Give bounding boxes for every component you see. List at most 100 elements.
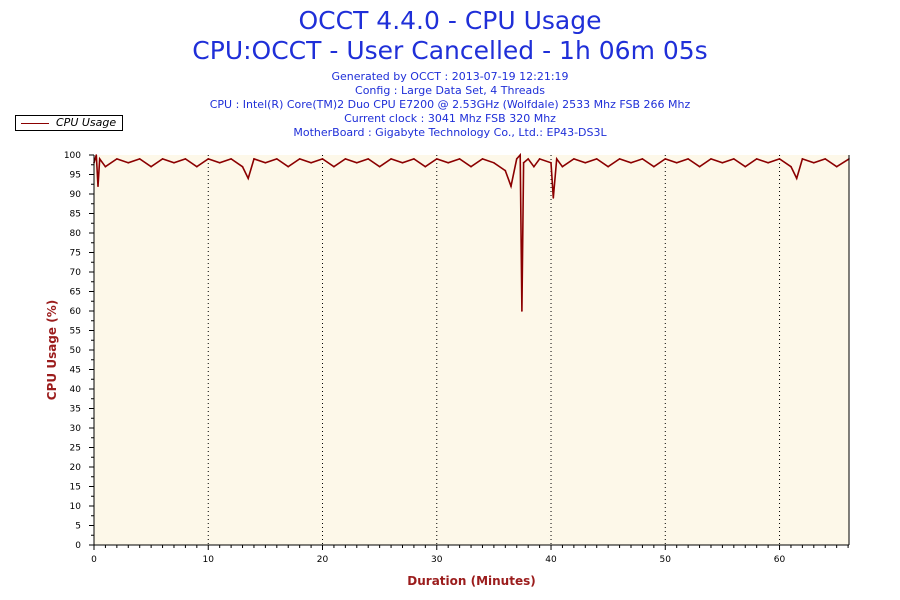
x-axis-label: Duration (Minutes)	[407, 574, 535, 588]
x-axis-ticks: 0 10 20 30 40 50 60	[91, 545, 849, 565]
data-point	[355, 162, 358, 164]
legend-label: CPU Usage	[56, 116, 117, 129]
data-point	[835, 165, 838, 168]
data-point	[778, 158, 781, 160]
data-point	[573, 158, 575, 160]
info-motherboard: MotherBoard : Gigabyte Technology Co., L…	[293, 126, 607, 139]
data-point	[253, 158, 255, 160]
data-point	[698, 165, 701, 168]
x-tick-label: 50	[660, 555, 672, 565]
x-tick-label: 10	[203, 555, 215, 565]
data-point	[333, 165, 335, 168]
data-point	[184, 158, 187, 160]
data-point	[504, 169, 507, 172]
data-point	[138, 158, 141, 160]
y-tick-label: 100	[64, 151, 81, 161]
data-point	[795, 177, 798, 180]
series-group	[93, 152, 850, 312]
y-tick-label: 70	[70, 268, 82, 278]
y-tick-label: 80	[70, 229, 82, 239]
data-point	[521, 310, 523, 312]
y-tick-label: 85	[70, 210, 81, 220]
y-tick-label: 65	[70, 288, 81, 298]
data-point	[401, 162, 404, 164]
y-tick-label: 20	[70, 463, 82, 473]
data-point	[367, 158, 370, 160]
data-point	[675, 162, 678, 164]
y-tick-label: 30	[70, 424, 82, 434]
y-axis-ticks: 0 5 10 15 20 25 30 35 40 45 50 55 60 65 70 75 80 85 90 95 10…	[64, 151, 94, 551]
y-tick-label: 55	[70, 327, 81, 337]
data-point	[470, 165, 472, 168]
data-point	[813, 162, 815, 164]
plot-area	[94, 155, 849, 545]
data-point	[104, 165, 107, 168]
data-point	[447, 162, 449, 164]
data-point	[721, 162, 724, 164]
y-tick-label: 10	[70, 502, 82, 512]
data-point	[710, 158, 712, 160]
data-point	[555, 158, 558, 160]
data-point	[755, 158, 758, 160]
grid-lines	[207, 155, 781, 545]
data-point	[298, 158, 301, 160]
data-point	[481, 158, 484, 160]
y-axis-label: CPU Usage (%)	[45, 300, 59, 400]
x-tick-label: 40	[545, 555, 557, 565]
y-tick-label: 35	[70, 405, 81, 415]
data-point	[744, 165, 747, 168]
data-point	[378, 165, 381, 168]
data-point	[790, 165, 792, 168]
data-point	[550, 162, 552, 164]
data-point	[515, 158, 518, 160]
data-point	[344, 158, 347, 160]
data-point	[687, 158, 689, 160]
legend-swatch	[21, 123, 49, 124]
data-point	[552, 197, 555, 199]
data-point	[493, 162, 495, 164]
data-point	[207, 158, 210, 160]
data-point	[533, 165, 535, 168]
chart-title: OCCT 4.4.0 - CPU Usage	[298, 6, 602, 35]
data-point	[276, 158, 278, 160]
data-point	[607, 165, 609, 168]
y-tick-label: 40	[70, 385, 82, 395]
data-point	[561, 165, 564, 168]
x-tick-label: 0	[91, 555, 97, 565]
y-tick-label: 5	[75, 522, 81, 532]
data-point	[98, 158, 101, 160]
data-point	[116, 158, 118, 160]
data-point	[733, 158, 735, 160]
y-tick-label: 60	[70, 307, 82, 317]
data-point	[264, 162, 267, 164]
data-point	[127, 162, 130, 164]
data-point	[510, 185, 512, 187]
data-point	[150, 165, 152, 168]
data-point	[161, 158, 164, 160]
data-point	[595, 158, 598, 160]
y-tick-label: 90	[70, 190, 82, 200]
info-cpu: CPU : Intel(R) Core(TM)2 Duo CPU E7200 @…	[209, 98, 691, 111]
data-point	[424, 165, 427, 168]
data-point	[801, 158, 804, 160]
data-point	[413, 158, 415, 160]
y-tick-label: 0	[75, 541, 81, 551]
data-point	[196, 165, 198, 168]
data-point	[618, 158, 621, 160]
y-tick-label: 50	[70, 346, 82, 356]
info-config: Config : Large Data Set, 4 Threads	[355, 84, 545, 97]
data-point	[97, 185, 99, 187]
data-point	[519, 154, 521, 156]
info-generated: Generated by OCCT : 2013-07-19 12:21:19	[331, 70, 569, 83]
data-point	[641, 158, 644, 160]
data-point	[538, 158, 541, 160]
data-point	[527, 158, 529, 160]
data-point	[321, 158, 324, 160]
data-point	[218, 162, 221, 164]
info-clock: Current clock : 3041 Mhz FSB 320 Mhz	[344, 112, 556, 125]
data-point	[584, 162, 587, 164]
y-tick-label: 45	[70, 366, 81, 376]
x-tick-label: 20	[317, 555, 329, 565]
data-point	[435, 158, 438, 160]
